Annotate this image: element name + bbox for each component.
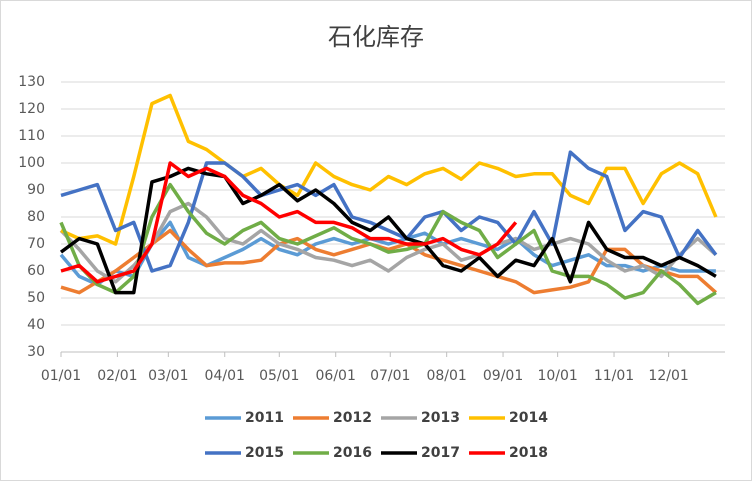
y-tick-label: 50 (27, 290, 45, 306)
x-tick-label: 10/01 (537, 368, 577, 384)
legend-label: 2013 (421, 410, 460, 426)
legend-label: 2016 (333, 445, 372, 461)
series-line (59, 201, 718, 284)
x-tick-label: 03/01 (148, 368, 188, 384)
series-line (60, 93, 718, 246)
y-tick-label: 60 (27, 263, 45, 279)
y-tick-label: 110 (18, 128, 45, 144)
x-tick-label: 04/01 (205, 368, 245, 384)
legend-label: 2017 (421, 445, 460, 461)
y-tick-label: 130 (18, 74, 45, 90)
y-tick-label: 30 (27, 344, 45, 360)
x-tick-label: 01/01 (41, 368, 81, 384)
series-line (59, 166, 717, 295)
x-tick-label: 05/01 (259, 368, 299, 384)
series-line (60, 161, 518, 284)
y-tick-label: 120 (18, 101, 45, 117)
legend-label: 2018 (509, 445, 548, 461)
x-tick-label: 09/01 (483, 368, 523, 384)
x-tick-label: 07/01 (370, 368, 410, 384)
y-tick-label: 90 (27, 182, 45, 198)
y-tick-label: 70 (27, 236, 45, 252)
x-tick-label: 08/01 (426, 368, 466, 384)
x-tick-label: 12/01 (648, 368, 688, 384)
chart-title: 石化库存 (328, 23, 424, 51)
series-line (59, 220, 716, 287)
legend-label: 2015 (245, 445, 284, 461)
x-tick-label: 06/01 (316, 368, 356, 384)
x-tick-label: 11/01 (594, 368, 634, 384)
series-line (60, 150, 718, 273)
y-tick-label: 80 (27, 209, 45, 225)
x-tick-label: 02/01 (97, 368, 137, 384)
y-tick-label: 100 (18, 155, 45, 171)
legend-label: 2014 (509, 410, 548, 426)
legend-label: 2011 (245, 410, 284, 426)
y-tick-label: 40 (27, 317, 45, 333)
legend-label: 2012 (333, 410, 372, 426)
series-line (59, 182, 717, 306)
